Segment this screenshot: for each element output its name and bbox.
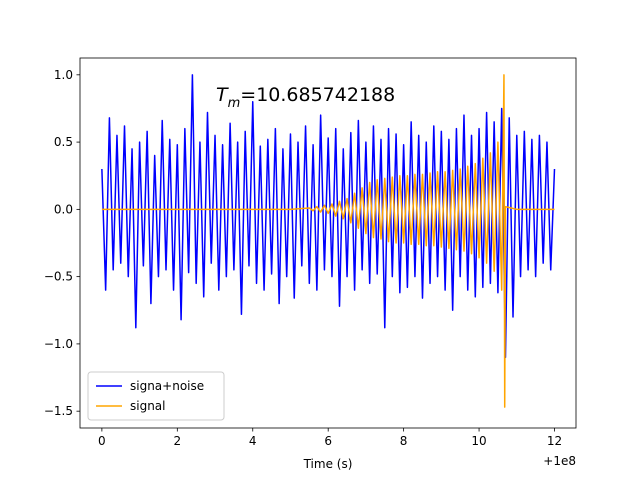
y-tick-label: 1.0 — [54, 68, 73, 82]
y-tick-label: −0.5 — [44, 270, 73, 284]
x-tick-label: 0 — [98, 434, 106, 448]
annotation-text: =10.685742188 — [240, 84, 395, 106]
x-tick-label: 12 — [547, 434, 562, 448]
x-tick-label: 8 — [400, 434, 408, 448]
y-tick-label: −1.5 — [44, 404, 73, 418]
x-tick-label: 6 — [324, 434, 332, 448]
series-line — [101, 74, 556, 359]
series-line — [101, 74, 555, 408]
annotation: Tm=10.685742188 — [216, 84, 395, 111]
legend-label: signal — [130, 399, 166, 413]
y-tick-label: 0.0 — [54, 202, 73, 216]
x-tick-label: 2 — [173, 434, 181, 448]
x-offset-label: +1e8 — [543, 454, 576, 468]
x-tick-label: 10 — [471, 434, 486, 448]
annotation-symbol: T — [216, 84, 229, 106]
annotation-subscript: m — [228, 96, 241, 111]
legend: signa+noise signal — [87, 371, 225, 421]
legend-label: signa+noise — [130, 379, 204, 393]
y-tick-label: −1.0 — [44, 337, 73, 351]
x-axis-label: Time (s) — [303, 457, 353, 471]
x-tick-label: 4 — [249, 434, 257, 448]
legend-box — [87, 371, 225, 421]
y-tick-label: 0.5 — [54, 135, 73, 149]
